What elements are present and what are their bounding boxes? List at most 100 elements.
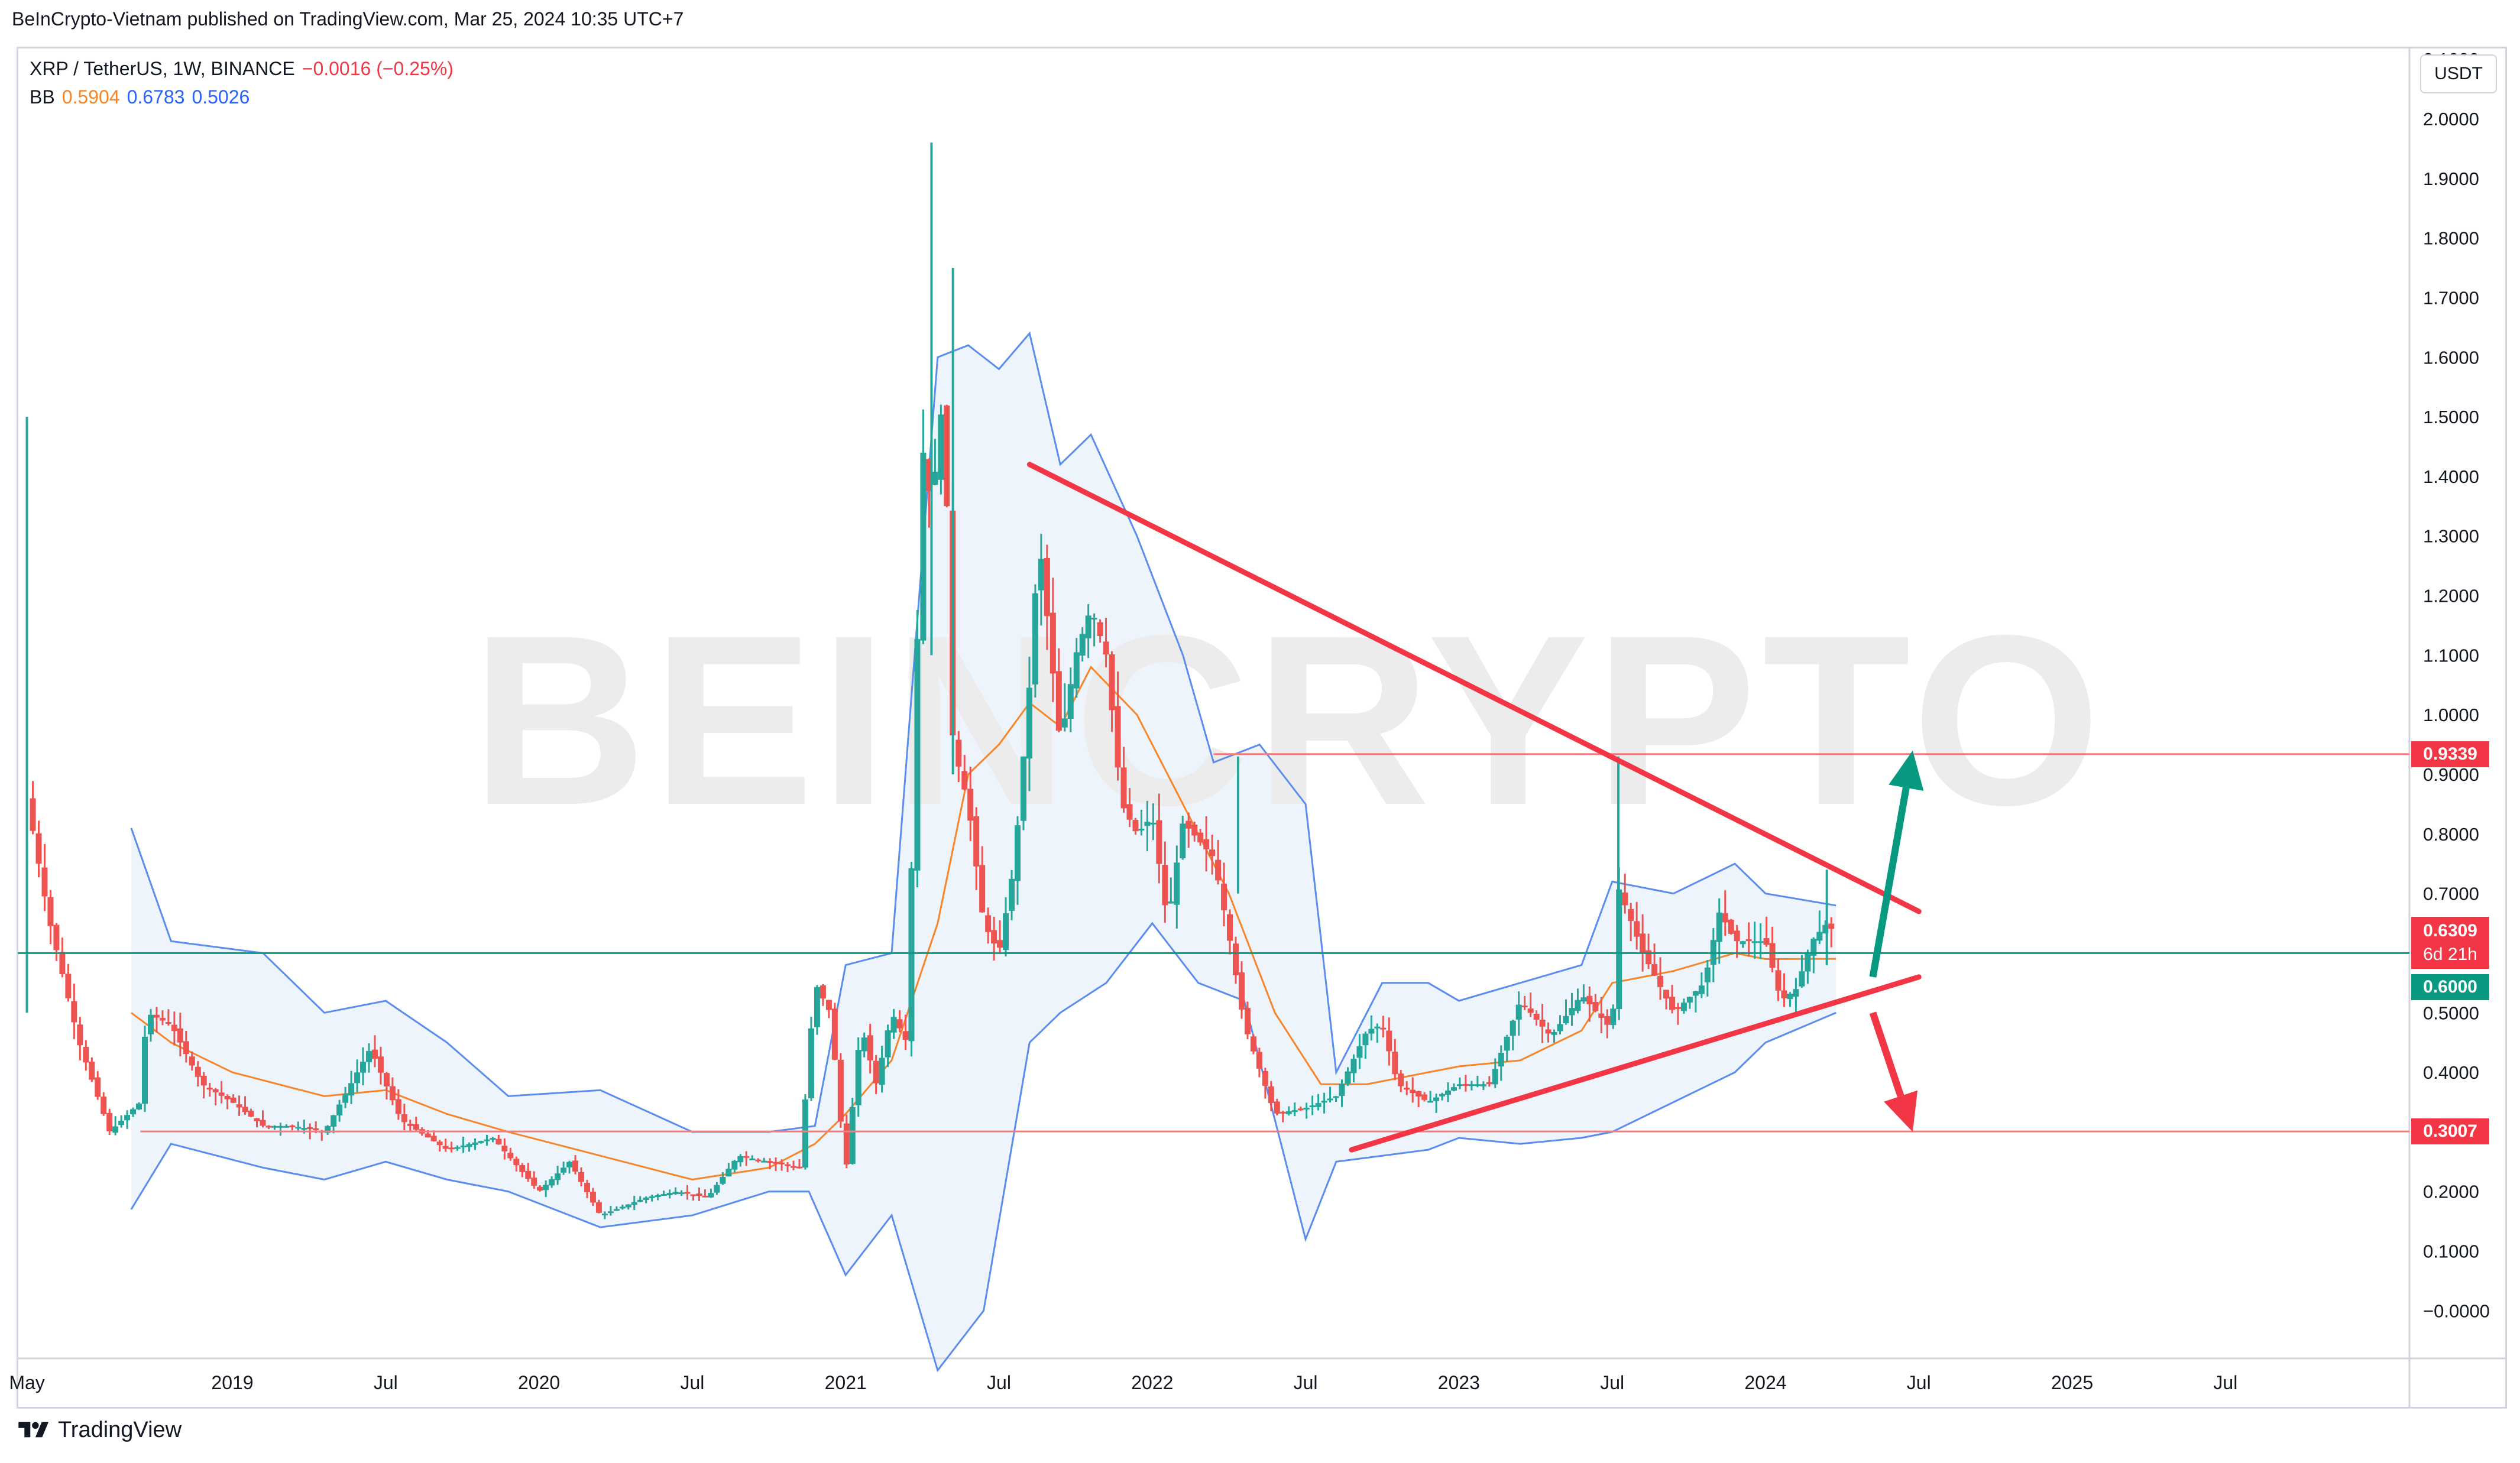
drawings	[1026, 462, 1924, 1153]
x-tick-label: Jul	[987, 1372, 1011, 1393]
x-tick-label: 2025	[2051, 1372, 2093, 1393]
y-tick-label: 1.3000	[2423, 526, 2479, 547]
candle-body	[1551, 1031, 1557, 1035]
bb-upper-line	[130, 331, 1836, 1133]
chart-frame	[17, 47, 2507, 1409]
candle-body	[843, 1123, 850, 1164]
candle-body	[696, 1193, 702, 1196]
candle-body	[89, 1061, 95, 1080]
countdown-text: 6d 21h	[2423, 945, 2477, 965]
candle-body	[1504, 1036, 1510, 1051]
candle-body	[1238, 972, 1245, 1010]
candle-body	[1115, 706, 1121, 768]
candle-body	[837, 1059, 844, 1122]
candle-body	[354, 1072, 361, 1084]
candle-body	[1215, 859, 1222, 881]
bb-label[interactable]: BB	[30, 86, 55, 108]
candle-body	[401, 1114, 407, 1123]
currency-button[interactable]: USDT	[2420, 54, 2497, 93]
candle-body	[785, 1164, 791, 1166]
line-price-tag: 0.6000	[2411, 974, 2489, 1001]
candle-body	[1745, 939, 1752, 942]
candle-body	[30, 798, 36, 831]
candle-body	[1309, 1105, 1316, 1108]
x-tick-label: 2023	[1438, 1372, 1480, 1393]
candle-body	[1799, 971, 1805, 987]
candle-body	[1456, 1084, 1463, 1086]
candle-body	[725, 1169, 732, 1177]
candle-body	[1362, 1033, 1369, 1046]
candle-body	[377, 1056, 384, 1073]
candle-body	[584, 1183, 590, 1192]
candle-body	[236, 1104, 242, 1108]
candle-body	[619, 1206, 626, 1209]
candle-body	[248, 1111, 254, 1117]
candle-body	[1262, 1071, 1268, 1086]
candle-body	[779, 1162, 785, 1164]
candle-body	[660, 1194, 667, 1196]
candle-body	[1610, 1008, 1617, 1026]
y-tick-label: 0.8000	[2423, 824, 2479, 845]
candle-body	[637, 1199, 643, 1202]
candle-body	[589, 1191, 596, 1203]
symbol-label[interactable]: XRP / TetherUS, 1W, BINANCE	[30, 58, 295, 79]
candle-body	[183, 1041, 189, 1055]
candle-body	[1663, 990, 1670, 999]
candle-body	[926, 459, 932, 491]
candle-body	[442, 1146, 449, 1149]
candle-body	[47, 897, 54, 926]
candle-body	[112, 1126, 119, 1133]
legend: XRP / TetherUS, 1W, BINANCE −0.0016 (−0.2…	[30, 54, 461, 111]
footer-brand[interactable]: TradingView	[17, 1417, 182, 1443]
candle-body	[1622, 892, 1628, 906]
candle-body	[684, 1192, 691, 1194]
x-tick-label: May	[9, 1372, 44, 1393]
candle-body	[1315, 1103, 1321, 1107]
y-tick-label: 0.2000	[2423, 1182, 2479, 1202]
candle-body	[436, 1141, 443, 1146]
candle-body	[720, 1177, 726, 1184]
candle-body	[1350, 1059, 1357, 1073]
candle-body	[265, 1125, 272, 1128]
candle-body	[206, 1088, 213, 1090]
candle-body	[1026, 687, 1032, 759]
candle-body	[77, 1024, 83, 1046]
candle-body	[849, 1107, 856, 1164]
candle-body	[1657, 975, 1664, 987]
candle-body	[1592, 1001, 1599, 1011]
candle-body	[1244, 1008, 1251, 1034]
candle-body	[101, 1097, 107, 1114]
candle-body	[283, 1125, 290, 1128]
candle-body	[1586, 995, 1593, 1004]
candle-body	[1580, 997, 1587, 1002]
candle-body	[224, 1096, 231, 1099]
candle-body	[808, 1028, 814, 1098]
candle-body	[189, 1056, 195, 1066]
candle-body	[490, 1138, 496, 1140]
time-axis: May 2019 Jul 2020 Jul 2021 Jul 2022 Jul 2023 Jul 20…	[9, 1372, 2237, 1393]
candle-body	[1203, 839, 1210, 849]
candle-body	[1569, 1008, 1575, 1016]
y-tick-label: 1.2000	[2423, 586, 2479, 606]
candle-body	[1138, 828, 1145, 831]
candle-body	[365, 1051, 372, 1062]
candle-body	[371, 1049, 378, 1059]
candle-body	[53, 924, 60, 951]
candle-body	[1751, 941, 1758, 943]
bb-lower-value: 0.5026	[192, 86, 250, 108]
change-label: −0.0016 (−0.25%)	[302, 58, 454, 79]
candle-body	[1109, 654, 1115, 711]
candle-body	[1680, 1003, 1687, 1011]
candle-body	[1563, 1016, 1569, 1024]
candle-body	[1221, 883, 1227, 910]
level-tag-upper-text: 0.9339	[2423, 744, 2477, 764]
candle-body	[1439, 1094, 1446, 1097]
candle-body	[1050, 612, 1056, 674]
candle-body	[1132, 820, 1139, 832]
candle-body	[1515, 1004, 1522, 1020]
candle-body	[460, 1146, 467, 1148]
price-series	[25, 142, 1835, 1219]
candle-body	[1303, 1107, 1310, 1110]
candle-body	[1162, 865, 1168, 906]
